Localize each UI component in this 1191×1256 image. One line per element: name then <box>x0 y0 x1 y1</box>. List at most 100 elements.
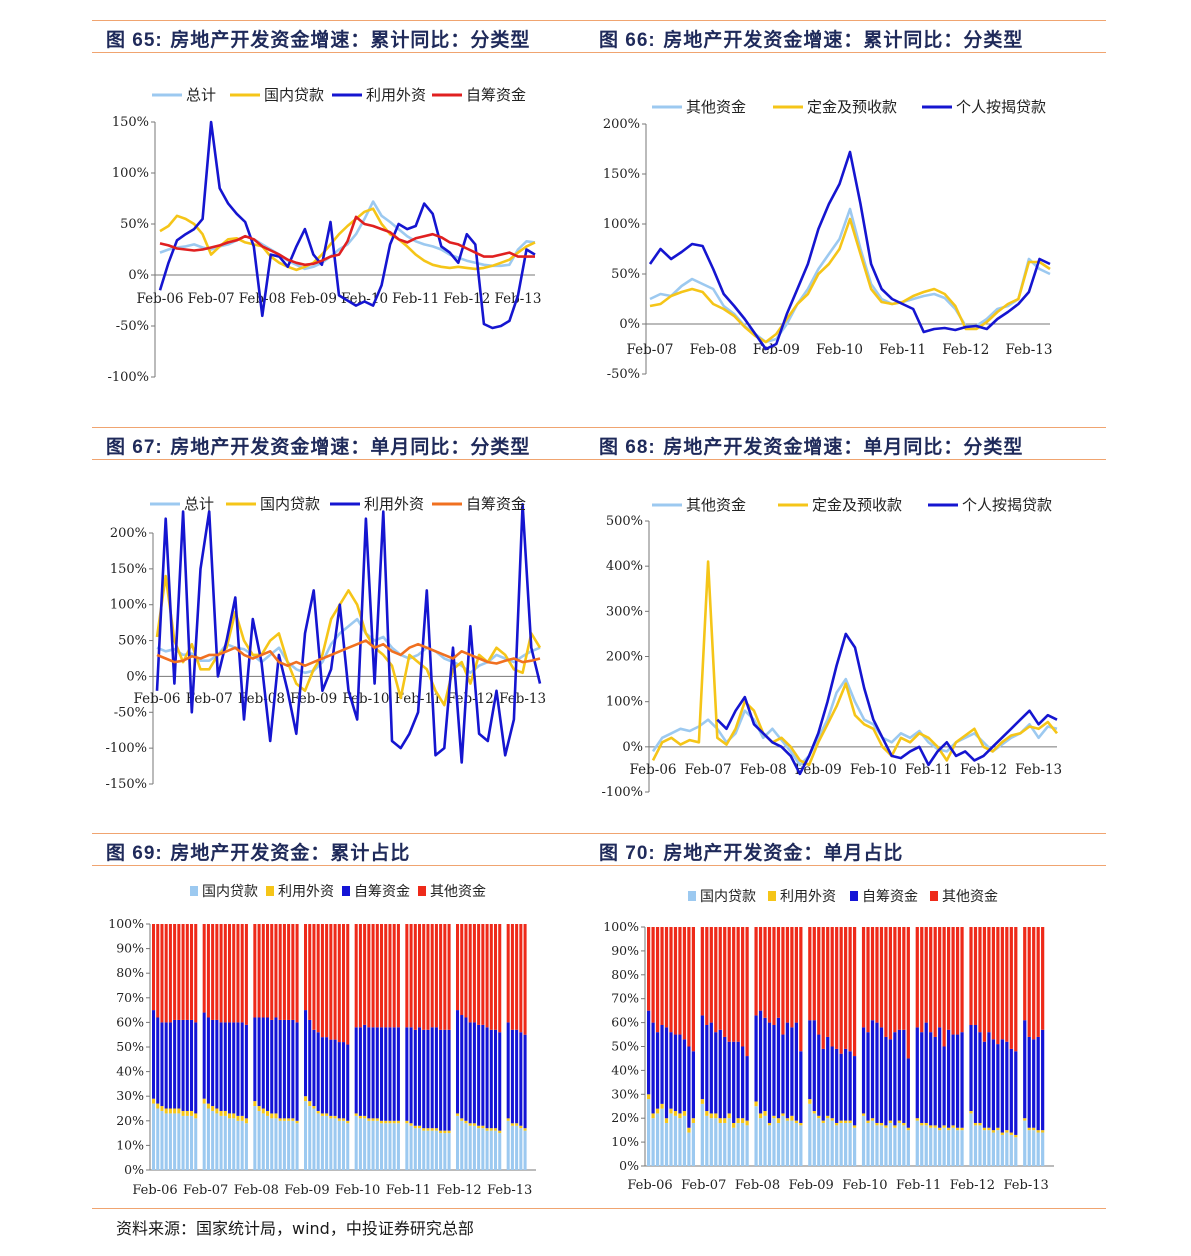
bar-segment <box>160 1110 164 1170</box>
bar-segment <box>468 924 472 1023</box>
bar-segment <box>884 1125 888 1128</box>
bar-segment <box>219 1115 223 1170</box>
y-tick-label: 20% <box>116 1113 144 1128</box>
bar-segment <box>363 1118 367 1170</box>
bar-segment <box>375 924 379 1028</box>
x-tick-label: Feb-12 <box>960 762 1007 778</box>
bar-segment <box>924 927 928 1023</box>
bar-segment <box>951 1125 955 1128</box>
bar-segment <box>767 1022 772 1123</box>
legend-swatch <box>768 891 776 901</box>
y-tick-label: 200% <box>606 650 643 665</box>
bar-segment <box>741 1122 745 1166</box>
bar-segment <box>870 1020 875 1119</box>
bar-segment <box>489 924 493 1030</box>
bar-segment <box>190 924 194 1020</box>
y-tick-label: 200% <box>603 117 640 132</box>
bar-segment <box>506 924 510 1023</box>
bar-segment <box>767 1125 772 1166</box>
bar-segment <box>388 1120 392 1124</box>
bar-segment <box>741 927 745 1047</box>
bar-segment <box>388 1123 392 1170</box>
bar-segment <box>434 1027 438 1129</box>
bar-segment <box>732 1122 736 1128</box>
bar-segment <box>232 1022 236 1114</box>
bar-segment <box>866 1122 870 1166</box>
bar-segment <box>223 924 227 1023</box>
bar-segment <box>781 927 785 1035</box>
legend-label: 个人按揭贷款 <box>956 98 1046 116</box>
bar-segment <box>794 1122 798 1166</box>
y-tick-label: 60% <box>116 1014 144 1029</box>
bar-segment <box>282 1120 286 1170</box>
panel-title-66: 图 66: 房地产开发资金增速：累计同比：分类型 <box>599 25 1023 52</box>
bar-segment <box>485 1027 489 1129</box>
bar-segment <box>875 1122 879 1126</box>
bar-segment <box>367 924 371 1028</box>
bar-segment <box>489 1128 493 1131</box>
bar-segment <box>893 1032 897 1126</box>
bar-segment <box>826 1118 830 1166</box>
bar-segment <box>173 1019 177 1109</box>
bar-segment <box>519 1032 523 1126</box>
bar-segment <box>215 1019 219 1109</box>
bar-segment <box>443 1029 447 1131</box>
bar-segment <box>367 1118 371 1121</box>
y-tick-label: 50% <box>611 1039 639 1054</box>
bar-segment <box>494 1130 498 1170</box>
bar-segment <box>745 1120 749 1126</box>
bar-segment <box>346 1120 350 1124</box>
bar-segment <box>270 1118 274 1170</box>
bar-segment <box>1014 1134 1018 1138</box>
bar-segment <box>304 1101 308 1170</box>
bar-segment <box>392 1123 396 1170</box>
bar-segment <box>678 927 682 1035</box>
bar-segment <box>405 1123 409 1170</box>
bar-segment <box>973 927 978 1025</box>
bar-segment <box>515 1123 519 1126</box>
bar-segment <box>456 1010 460 1114</box>
bar-segment <box>884 1127 888 1166</box>
bar-segment <box>772 1118 776 1166</box>
bar-segment <box>929 1125 933 1128</box>
bar-segment <box>523 1128 527 1131</box>
bar-segment <box>709 1113 713 1119</box>
bar-segment <box>678 1113 682 1119</box>
bar-segment <box>426 924 430 1030</box>
bar-segment <box>164 1113 168 1170</box>
x-tick-label: Feb-10 <box>816 342 863 358</box>
bar-segment <box>185 1019 189 1111</box>
bar-segment <box>485 1130 489 1170</box>
bar-segment <box>767 1122 772 1126</box>
legend-swatch <box>688 891 696 901</box>
bar-segment <box>718 1122 722 1166</box>
bar-segment <box>396 924 400 1028</box>
bar-segment <box>156 924 160 1018</box>
bar-segment <box>799 1122 803 1126</box>
figure-title: 房地产开发资金增速：单月同比：分类型 <box>663 436 1024 458</box>
bar-segment <box>244 1024 248 1119</box>
bar-segment <box>358 924 362 1028</box>
bar-segment <box>700 1099 704 1104</box>
bar-segment <box>396 1123 400 1170</box>
bar-segment <box>897 1120 901 1123</box>
bar-segment <box>337 1042 341 1119</box>
bar-segment <box>955 927 960 1035</box>
bar-segment <box>257 924 261 1018</box>
bar-segment <box>523 1034 527 1129</box>
bar-segment <box>456 1115 460 1170</box>
bar-segment <box>287 1118 291 1121</box>
bar-segment <box>1036 1130 1040 1133</box>
bar-segment <box>464 1017 468 1121</box>
bar-segment <box>879 1027 884 1123</box>
bar-segment <box>266 1017 270 1111</box>
bar-segment <box>996 927 1000 1045</box>
bar-segment <box>181 1115 185 1170</box>
bar-segment <box>794 927 798 1023</box>
bar-segment <box>866 927 870 1033</box>
bar-segment <box>821 1120 825 1123</box>
bar-segment <box>830 1118 834 1121</box>
bar-segment <box>647 1010 651 1095</box>
